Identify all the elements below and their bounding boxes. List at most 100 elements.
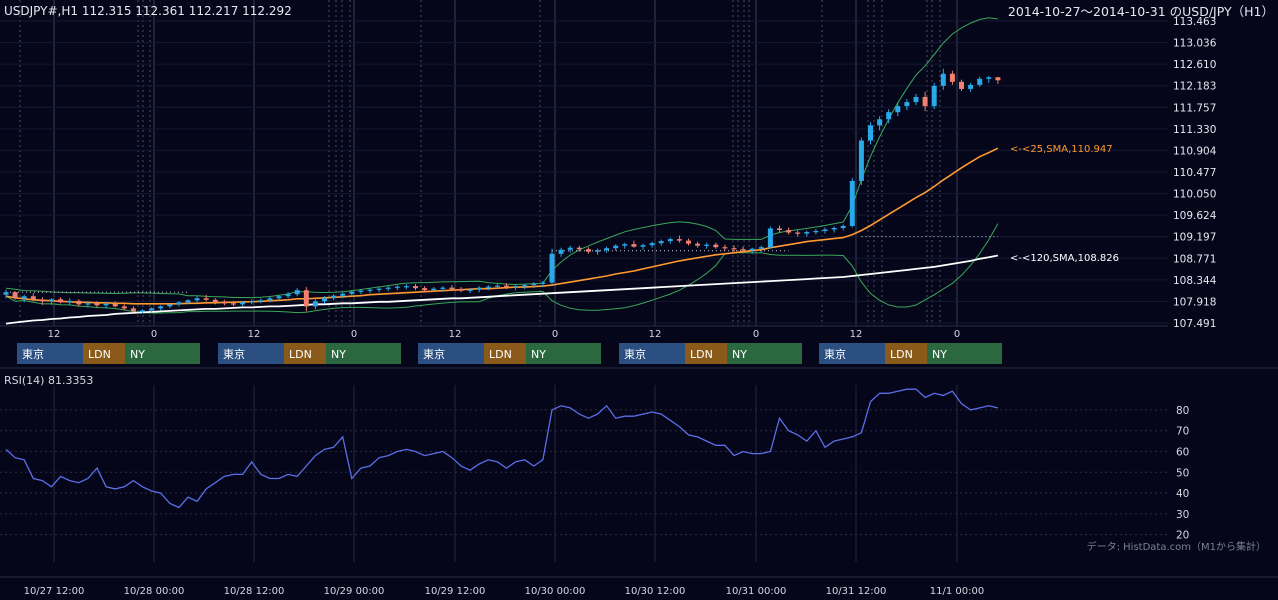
date-tick-label: 11/1 00:00	[930, 586, 984, 597]
candle	[531, 282, 537, 289]
candle	[467, 288, 473, 294]
instrument-label: USDJPY#,H1 112.315 112.361 112.217 112.2…	[4, 4, 292, 18]
candle-body	[221, 302, 227, 304]
moving-averages	[5, 147, 999, 325]
candle	[513, 285, 519, 291]
candle	[567, 245, 573, 253]
session-label: NY	[130, 348, 145, 361]
candle	[604, 246, 610, 253]
session-segment	[326, 343, 401, 364]
date-tick-label: 10/31 12:00	[826, 586, 887, 597]
session-segment	[17, 343, 83, 364]
lower-band	[5, 223, 999, 314]
session-label: LDN	[289, 348, 312, 361]
candle	[904, 99, 910, 111]
candle-body	[959, 81, 964, 89]
candle	[576, 245, 582, 252]
candle-body	[494, 285, 500, 287]
candle-body	[968, 84, 974, 89]
rsi-axis: 80 70 60 50 40 30 20	[1176, 405, 1189, 542]
candle-body	[240, 302, 246, 305]
hour-tick-label: 12	[649, 329, 662, 340]
candle-body	[631, 244, 637, 247]
candle	[740, 246, 746, 253]
candle-body	[813, 231, 819, 233]
sma25-line	[5, 147, 999, 305]
candle	[267, 296, 273, 303]
candle-body	[303, 290, 309, 307]
candle-body	[649, 243, 655, 246]
candle	[413, 284, 418, 291]
candle-body	[3, 292, 9, 295]
candle	[85, 301, 91, 308]
candle	[822, 227, 828, 234]
candle-body	[731, 248, 737, 250]
candle-body	[531, 283, 537, 286]
candle	[968, 82, 974, 92]
candle-body	[904, 102, 910, 107]
candle-body	[749, 248, 755, 251]
price-tick-label: 113.463	[1173, 16, 1216, 28]
candle-body	[722, 247, 728, 249]
candle-body	[85, 303, 91, 305]
candle	[121, 304, 127, 311]
candle-body	[877, 119, 883, 126]
candle-body	[604, 248, 610, 251]
candle-body	[322, 298, 327, 302]
candle	[786, 227, 792, 235]
candle	[913, 93, 919, 106]
candle	[813, 228, 819, 235]
candle	[767, 226, 773, 249]
hour-tick-label: 12	[449, 329, 462, 340]
candle-body	[476, 287, 482, 290]
candle	[440, 286, 446, 292]
candle	[231, 300, 236, 307]
candle	[713, 242, 719, 249]
candle-body	[886, 112, 892, 120]
candle-body	[112, 303, 118, 307]
period-title: 2014-10-27～2014-10-31 のUSD/JPY（H1）	[1008, 4, 1274, 19]
hour-axis: 12 0 12 0 12 0 12 0 12 0	[48, 329, 961, 340]
session-vertical-lines	[19, 0, 958, 562]
candle-body	[294, 290, 300, 295]
candle	[595, 248, 600, 255]
candle	[449, 285, 455, 291]
candle	[94, 301, 100, 308]
candle	[686, 238, 691, 246]
candle-body	[740, 249, 746, 251]
candle	[431, 287, 437, 293]
candle	[868, 122, 873, 145]
date-tick-label: 10/29 12:00	[425, 586, 486, 597]
candle	[103, 302, 109, 309]
candle	[458, 287, 464, 293]
candle	[312, 299, 318, 310]
candle	[558, 247, 564, 257]
candle	[3, 289, 9, 299]
candle-body	[385, 287, 391, 289]
candle-body	[804, 232, 810, 234]
hour-tick-label: 0	[151, 329, 157, 340]
candle	[67, 298, 73, 305]
candle	[622, 242, 628, 249]
price-tick-label: 113.036	[1173, 38, 1217, 50]
candle	[704, 242, 710, 249]
candle	[394, 285, 400, 291]
dotted-levels	[6, 236, 998, 293]
price-tick-label: 112.183	[1173, 81, 1216, 93]
candle	[804, 230, 810, 237]
candle-body	[567, 247, 573, 250]
candle-body	[858, 140, 864, 181]
candle-body	[231, 303, 236, 305]
candle	[649, 241, 655, 248]
candle	[695, 241, 701, 248]
price-tick-label: 109.624	[1173, 210, 1217, 222]
candle-body	[549, 253, 555, 283]
session-segment	[727, 343, 802, 364]
candle-body	[285, 294, 291, 297]
candle-body	[931, 85, 937, 107]
candle	[940, 68, 946, 90]
candle	[977, 76, 983, 87]
candle-body	[249, 301, 255, 303]
candle-body	[576, 247, 582, 250]
date-tick-label: 10/30 00:00	[525, 586, 586, 597]
